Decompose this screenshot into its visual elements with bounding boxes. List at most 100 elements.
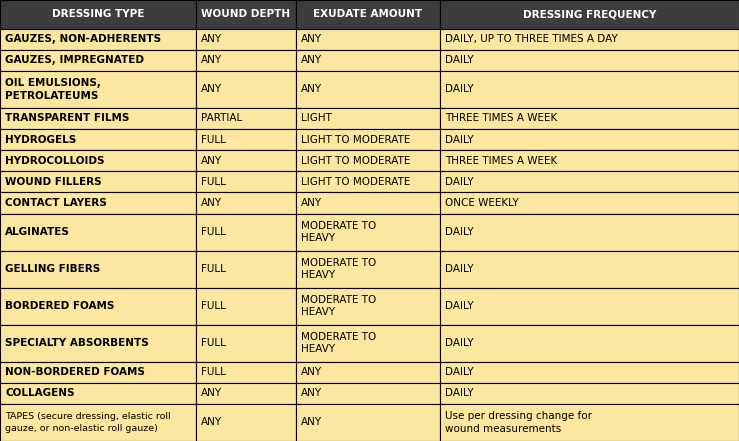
Text: ANY: ANY [201,389,222,398]
Text: SPECIALTY ABSORBENTS: SPECIALTY ABSORBENTS [5,338,149,348]
Text: THREE TIMES A WEEK: THREE TIMES A WEEK [445,113,557,123]
Text: DAILY, UP TO THREE TIMES A DAY: DAILY, UP TO THREE TIMES A DAY [445,34,618,44]
Bar [196,250,296,288]
Text: HYDROCOLLOIDS: HYDROCOLLOIDS [5,156,105,166]
Bar [196,404,296,441]
Text: ANY: ANY [301,34,322,44]
Text: LIGHT: LIGHT [301,113,332,123]
Bar [440,362,739,383]
Text: GAUZES, IMPREGNATED: GAUZES, IMPREGNATED [5,55,144,65]
Bar [296,129,440,150]
Bar [440,192,739,213]
Bar [196,325,296,362]
Bar [0,383,196,404]
Text: FULL: FULL [201,227,226,237]
Text: FULL: FULL [201,367,226,377]
Text: DAILY: DAILY [445,264,474,274]
Bar [440,325,739,362]
Bar [296,150,440,171]
Bar [196,362,296,383]
Text: FULL: FULL [201,301,226,311]
Bar [440,288,739,325]
Text: ANY: ANY [201,156,222,166]
Bar [296,29,440,50]
Bar [0,404,196,441]
Text: DAILY: DAILY [445,84,474,94]
Bar [0,288,196,325]
Bar [0,71,196,108]
Text: ALGINATES: ALGINATES [5,227,70,237]
Text: FULL: FULL [201,135,226,145]
Bar [296,325,440,362]
Text: ANY: ANY [201,84,222,94]
Bar [196,0,296,29]
Bar [440,383,739,404]
Bar [296,71,440,108]
Text: FULL: FULL [201,264,226,274]
Text: EXUDATE AMOUNT: EXUDATE AMOUNT [313,9,422,19]
Bar [296,171,440,192]
Bar [440,29,739,50]
Bar [440,50,739,71]
Text: ANY: ANY [301,367,322,377]
Bar [0,362,196,383]
Bar [440,171,739,192]
Bar [440,108,739,129]
Bar [0,171,196,192]
Bar [0,129,196,150]
Text: PARTIAL: PARTIAL [201,113,242,123]
Text: CONTACT LAYERS: CONTACT LAYERS [5,198,107,208]
Bar [196,171,296,192]
Bar [296,383,440,404]
Bar [196,50,296,71]
Bar [0,0,196,29]
Bar [196,129,296,150]
Text: MODERATE TO
HEAVY: MODERATE TO HEAVY [301,258,376,280]
Bar [0,192,196,213]
Text: DRESSING TYPE: DRESSING TYPE [52,9,144,19]
Text: THREE TIMES A WEEK: THREE TIMES A WEEK [445,156,557,166]
Text: DRESSING FREQUENCY: DRESSING FREQUENCY [522,9,656,19]
Text: ONCE WEEKLY: ONCE WEEKLY [445,198,519,208]
Text: ANY: ANY [301,389,322,398]
Text: ANY: ANY [301,55,322,65]
Text: ANY: ANY [301,198,322,208]
Text: DAILY: DAILY [445,389,474,398]
Text: ANY: ANY [201,198,222,208]
Text: DAILY: DAILY [445,367,474,377]
Text: WOUND FILLERS: WOUND FILLERS [5,177,102,187]
Text: DAILY: DAILY [445,55,474,65]
Bar [296,192,440,213]
Text: Use per dressing change for
wound measurements: Use per dressing change for wound measur… [445,411,592,434]
Bar [440,213,739,250]
Bar [440,71,739,108]
Text: TRANSPARENT FILMS: TRANSPARENT FILMS [5,113,129,123]
Text: ANY: ANY [201,55,222,65]
Bar [296,50,440,71]
Text: LIGHT TO MODERATE: LIGHT TO MODERATE [301,156,410,166]
Bar [196,150,296,171]
Text: HYDROGELS: HYDROGELS [5,135,76,145]
Text: DAILY: DAILY [445,227,474,237]
Bar [296,288,440,325]
Bar [196,108,296,129]
Bar [196,213,296,250]
Bar [196,288,296,325]
Text: TAPES (secure dressing, elastic roll
gauze, or non-elastic roll gauze): TAPES (secure dressing, elastic roll gau… [5,412,171,433]
Text: MODERATE TO
HEAVY: MODERATE TO HEAVY [301,332,376,355]
Text: GAUZES, NON-ADHERENTS: GAUZES, NON-ADHERENTS [5,34,161,44]
Bar [296,213,440,250]
Bar [0,108,196,129]
Bar [296,404,440,441]
Bar [440,404,739,441]
Text: DAILY: DAILY [445,338,474,348]
Bar [196,383,296,404]
Text: FULL: FULL [201,177,226,187]
Bar [296,362,440,383]
Bar [440,0,739,29]
Text: ANY: ANY [301,84,322,94]
Text: LIGHT TO MODERATE: LIGHT TO MODERATE [301,177,410,187]
Bar [296,108,440,129]
Bar [440,129,739,150]
Text: BORDERED FOAMS: BORDERED FOAMS [5,301,115,311]
